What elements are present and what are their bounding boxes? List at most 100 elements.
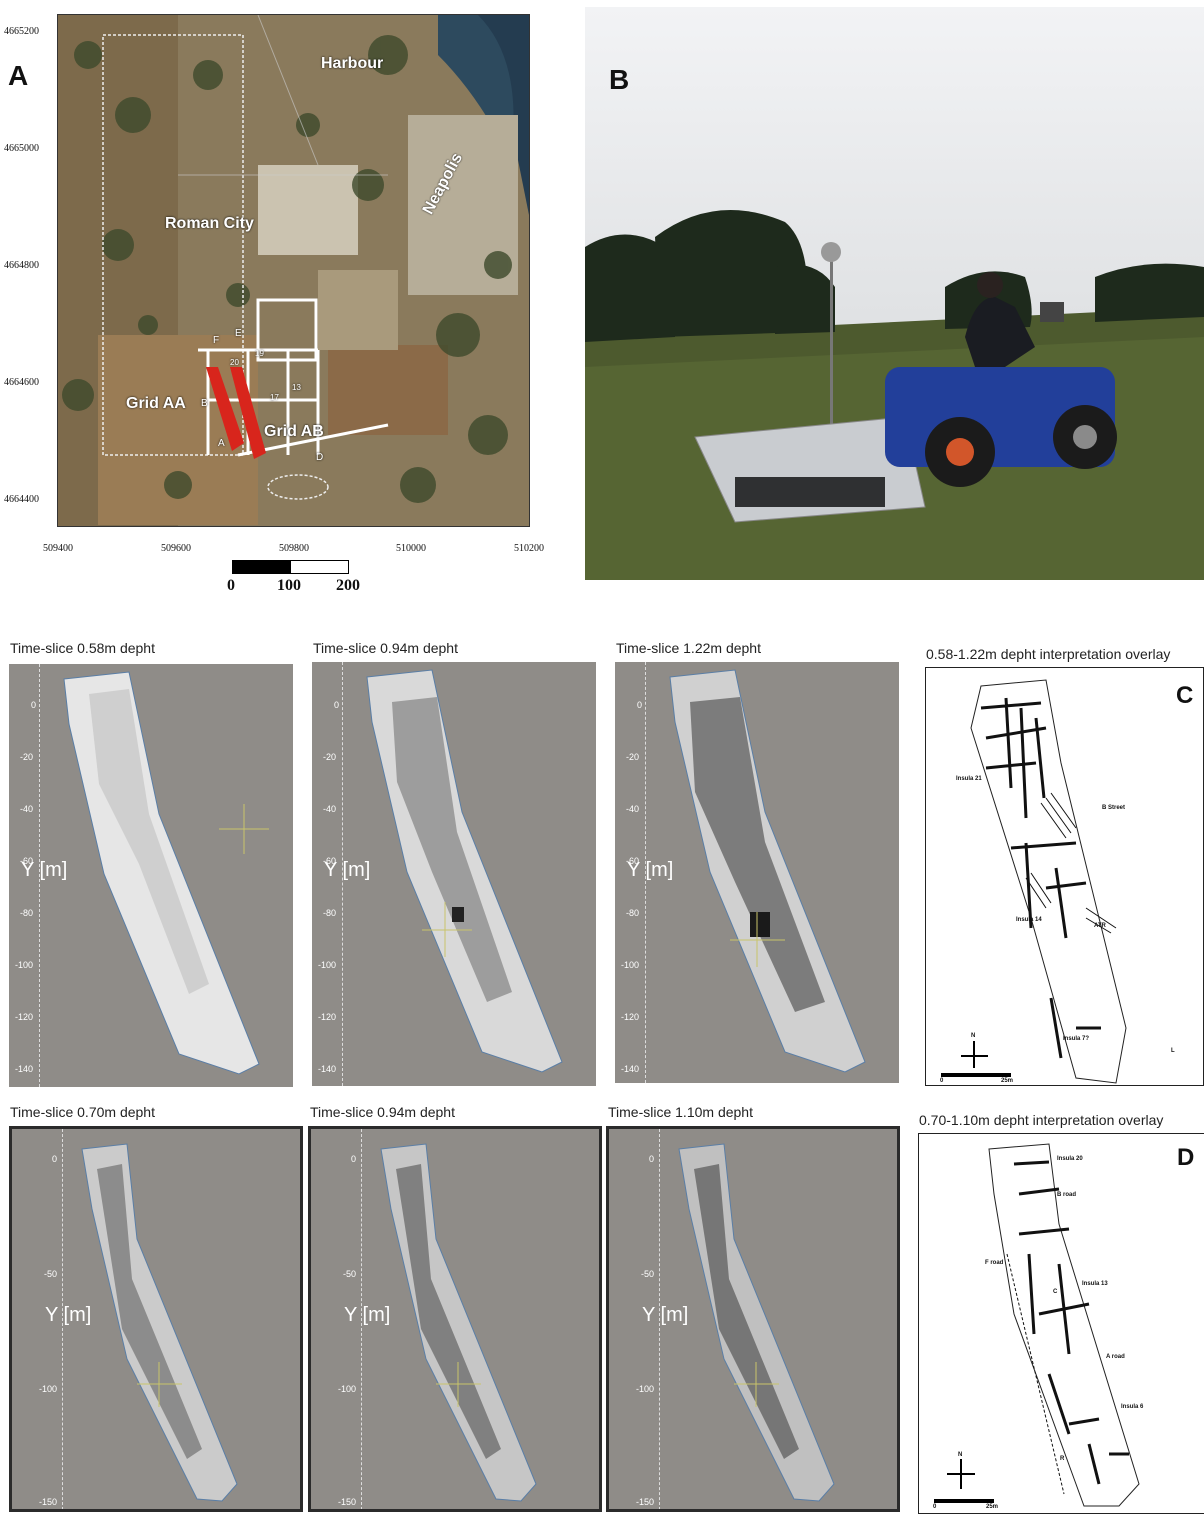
- slice-title: Time-slice 1.10m depht: [608, 1104, 753, 1120]
- y-tick: 4664800: [4, 260, 39, 271]
- y-tick: -50: [343, 1269, 357, 1279]
- y-tick: -60: [323, 856, 337, 866]
- interp-title: 0.70-1.10m depht interpretation overlay: [919, 1112, 1164, 1128]
- scale-label: 25m: [986, 1504, 999, 1510]
- y-tick: 0: [637, 700, 643, 710]
- label-insula-20: Insula 20: [1057, 1156, 1083, 1162]
- y-tick: -100: [621, 960, 640, 970]
- label-20: 20: [230, 358, 239, 367]
- time-slice-panel: 0 -20 -40 -60 -80 -100 -120 -140 Y [m]: [615, 662, 899, 1083]
- y-tick: 0: [351, 1154, 357, 1164]
- scale-label: 25m: [1001, 1078, 1014, 1084]
- y-tick: -100: [338, 1384, 357, 1394]
- x-tick: 509600: [161, 543, 191, 554]
- x-tick: 510200: [514, 543, 544, 554]
- panel-letter-d: D: [1177, 1144, 1195, 1171]
- y-tick: -120: [15, 1012, 34, 1022]
- label-b-street: B Street: [1102, 805, 1126, 811]
- y-tick: -150: [39, 1497, 58, 1507]
- y-tick: -40: [626, 804, 640, 814]
- label-e: E: [235, 328, 242, 339]
- y-tick: -120: [318, 1012, 337, 1022]
- y-tick: -80: [323, 908, 337, 918]
- scale-label: 0: [227, 577, 235, 594]
- y-axis-label: Y [m]: [21, 859, 68, 881]
- panel-letter-a: A: [8, 60, 29, 91]
- interpretation-drawing: [934, 1143, 1140, 1507]
- y-tick: 0: [52, 1154, 58, 1164]
- label-atr: ATR: [1094, 923, 1106, 929]
- y-tick: -40: [20, 804, 34, 814]
- aerial-map: Harbour Roman City Neapolis Grid AA Grid…: [57, 14, 530, 527]
- label-insula-13: Insula 13: [1082, 1281, 1108, 1287]
- interpretation-overlay-c: C Insula 21 B Street Insula 14 ATR Insul…: [925, 667, 1204, 1086]
- aerial-map-graphic: [58, 15, 529, 526]
- label-b-road: B road: [1057, 1192, 1077, 1198]
- gpr-strip-image: [669, 669, 866, 1073]
- gpr-strip-image: [380, 1143, 537, 1502]
- y-tick: -60: [20, 856, 34, 866]
- survey-photo-graphic: [585, 7, 1204, 580]
- interpretation-overlay-d: D Insula 20 B road F road Insula 13 C A …: [918, 1133, 1204, 1514]
- label-b: B: [201, 398, 208, 409]
- label-c: C: [1053, 1289, 1058, 1295]
- y-tick: -150: [338, 1497, 357, 1507]
- label-f-road: F road: [985, 1260, 1004, 1266]
- interpretation-drawing: [941, 679, 1127, 1084]
- y-axis-label: Y [m]: [344, 1304, 391, 1326]
- y-tick: -80: [626, 908, 640, 918]
- x-tick: 509800: [279, 543, 309, 554]
- label-a-road: A road: [1106, 1354, 1125, 1360]
- label-grid-ab: Grid AB: [264, 423, 324, 440]
- slice-title: Time-slice 0.70m depht: [10, 1104, 155, 1120]
- y-tick: -50: [44, 1269, 58, 1279]
- time-slice-panel: 0 -50 -100 -150 Y [m]: [606, 1126, 900, 1512]
- gpr-strip-image: [81, 1143, 238, 1502]
- y-tick: -100: [15, 960, 34, 970]
- label-13: 13: [292, 383, 301, 392]
- y-tick: -60: [626, 856, 640, 866]
- y-tick: -80: [20, 908, 34, 918]
- y-tick: -150: [636, 1497, 655, 1507]
- label-r: R: [1060, 1456, 1065, 1462]
- scale-label: 0: [933, 1504, 937, 1510]
- slice-title: Time-slice 0.58m depht: [10, 640, 155, 656]
- label-l: L: [1171, 1048, 1175, 1054]
- label-f: F: [213, 335, 220, 346]
- y-tick: 0: [31, 700, 37, 710]
- label-grid-aa: Grid AA: [126, 395, 186, 412]
- y-tick: 4665200: [4, 26, 39, 37]
- panel-letter-b: B: [609, 64, 630, 95]
- y-tick: -20: [626, 752, 640, 762]
- time-slice-panel: 0 -50 -100 -150 Y [m]: [308, 1126, 602, 1512]
- time-slice-panel: 0 -50 -100 -150 Y [m]: [9, 1126, 303, 1512]
- scale-bar: [232, 560, 349, 574]
- y-tick: -50: [641, 1269, 655, 1279]
- label-19: 19: [255, 349, 264, 358]
- label-d: D: [316, 452, 324, 463]
- y-tick: 0: [334, 700, 340, 710]
- y-tick: -40: [323, 804, 337, 814]
- y-axis-label: Y [m]: [627, 859, 674, 881]
- slice-title: Time-slice 0.94m depht: [310, 1104, 455, 1120]
- x-tick: 510000: [396, 543, 426, 554]
- label-insula-21: Insula 21: [956, 776, 982, 782]
- label-insula-6: Insula 6: [1121, 1404, 1144, 1410]
- label-a: A: [218, 438, 225, 449]
- y-axis-label: Y [m]: [324, 859, 371, 881]
- label-insula-14: Insula 14: [1016, 917, 1042, 923]
- y-tick: 4664600: [4, 377, 39, 388]
- y-axis-label: Y [m]: [642, 1304, 689, 1326]
- panel-b-photo: B: [585, 7, 1204, 580]
- panel-a-map-figure: 4665200 4665000 4664800 4664600 4664400: [0, 0, 570, 600]
- y-tick: -100: [39, 1384, 58, 1394]
- y-tick: -140: [621, 1064, 640, 1074]
- time-slice-panel: 0 -20 -40 -60 -80 -100 -120 -140 Y [m]: [9, 664, 293, 1087]
- y-tick: -140: [318, 1064, 337, 1074]
- panel-letter-c: C: [1176, 682, 1194, 709]
- gpr-strip-image: [63, 671, 269, 1075]
- y-tick: -120: [621, 1012, 640, 1022]
- slice-title: Time-slice 1.22m depht: [616, 640, 761, 656]
- north-arrow-label: N: [958, 1452, 963, 1458]
- y-tick: 4664400: [4, 494, 39, 505]
